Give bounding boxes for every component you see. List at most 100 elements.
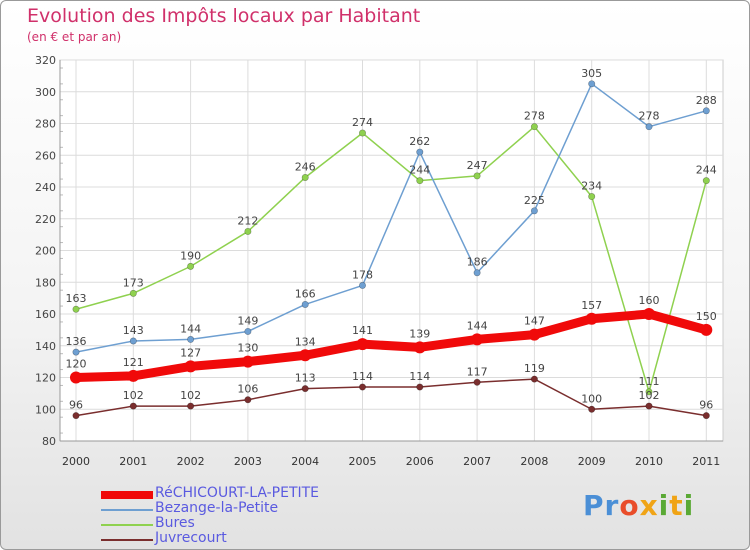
x-tick-label: 2008 (520, 455, 548, 468)
y-tick-label: 280 (35, 118, 56, 131)
data-label-bures: 163 (66, 292, 87, 305)
data-point-juvrecourt (416, 383, 424, 391)
legend-swatch-bezange (101, 509, 153, 511)
data-point-bures (187, 262, 195, 270)
data-label-bures: 244 (696, 164, 717, 177)
data-label-bezange-la-petite: 178 (352, 268, 373, 281)
data-label-bezange-la-petite: 225 (524, 194, 545, 207)
data-point-bezange-la-petite (645, 123, 653, 131)
data-label-bezange-la-petite: 144 (180, 322, 201, 335)
data-point-r-chicourt-la-petite (528, 328, 541, 341)
data-label-r-chicourt-la-petite: 139 (409, 327, 430, 340)
x-tick-label: 2011 (692, 455, 720, 468)
data-point-juvrecourt (187, 402, 195, 410)
legend-label-bezange: Bezange-la-Petite (155, 500, 279, 516)
x-tick-label: 2009 (578, 455, 606, 468)
data-label-layer: 163 173 190 212 246 274 244 247 278 234 111 244 136 1… (66, 67, 717, 412)
data-point-juvrecourt (72, 412, 80, 420)
series-line-r-chicourt-la-petite (71, 309, 711, 382)
data-point-bures (645, 388, 653, 396)
data-point-bures (702, 177, 710, 185)
data-point-juvrecourt (129, 402, 137, 410)
series-layer (70, 80, 713, 420)
data-point-bezange-la-petite (301, 300, 309, 308)
data-point-bures (244, 227, 252, 235)
data-label-bures: 246 (295, 160, 316, 173)
data-point-bezange-la-petite (72, 348, 80, 356)
data-label-juvrecourt: 102 (639, 389, 660, 402)
data-point-r-chicourt-la-petite (299, 349, 312, 362)
y-tick-label: 120 (35, 372, 56, 385)
logo-letter: i (683, 489, 695, 522)
data-point-r-chicourt-la-petite (643, 308, 655, 320)
x-tick-label: 2001 (119, 455, 147, 468)
data-point-juvrecourt (530, 375, 538, 383)
data-point-bures (416, 177, 424, 185)
data-label-bures: 278 (524, 110, 545, 123)
data-label-bezange-la-petite: 262 (409, 135, 430, 148)
grid-layer (59, 59, 724, 442)
x-tick-label: 2005 (349, 455, 377, 468)
data-point-bezange-la-petite (473, 269, 481, 277)
data-label-juvrecourt: 114 (352, 370, 373, 383)
data-point-juvrecourt (702, 412, 710, 420)
series-line-juvrecourt (75, 378, 708, 417)
data-point-juvrecourt (244, 396, 252, 404)
legend-swatch-rechicourt (101, 491, 153, 499)
data-label-bezange-la-petite: 186 (467, 256, 488, 269)
data-label-bezange-la-petite: 136 (66, 335, 87, 348)
x-tick-label: 2007 (463, 455, 491, 468)
data-label-bures: 247 (467, 159, 488, 172)
y-tick-label: 300 (35, 86, 56, 99)
data-point-r-chicourt-la-petite (356, 338, 369, 351)
data-point-juvrecourt (301, 385, 309, 393)
data-label-r-chicourt-la-petite: 160 (639, 294, 660, 307)
data-label-r-chicourt-la-petite: 120 (66, 358, 87, 371)
axis-layer: 80 100 120 140 160 180 200 220 240 260 280 300 320 20… (35, 54, 723, 468)
logo-letter: i (658, 489, 670, 522)
data-label-bures: 173 (123, 276, 144, 289)
data-label-juvrecourt: 119 (524, 362, 545, 375)
data-point-juvrecourt (358, 383, 366, 391)
y-tick-label: 100 (35, 403, 56, 416)
data-point-juvrecourt (473, 378, 481, 386)
data-label-juvrecourt: 113 (295, 372, 316, 385)
data-label-bezange-la-petite: 149 (237, 314, 258, 327)
data-label-juvrecourt: 114 (409, 370, 430, 383)
data-label-r-chicourt-la-petite: 157 (581, 299, 602, 312)
y-tick-label: 80 (42, 435, 56, 448)
legend-label-bures: Bures (155, 515, 195, 531)
data-label-juvrecourt: 102 (123, 389, 144, 402)
y-tick-label: 200 (35, 245, 56, 258)
data-point-r-chicourt-la-petite (70, 371, 82, 384)
y-tick-label: 160 (35, 308, 56, 321)
data-point-r-chicourt-la-petite (700, 323, 713, 336)
data-label-r-chicourt-la-petite: 150 (696, 310, 717, 323)
y-tick-label: 240 (35, 181, 56, 194)
data-point-bures (358, 129, 366, 137)
y-tick-label: 260 (35, 149, 56, 162)
y-tick-label: 180 (35, 276, 56, 289)
data-label-bures: 111 (639, 375, 660, 388)
legend-swatch-juvrecourt (101, 539, 153, 541)
y-tick-label: 320 (35, 54, 56, 67)
data-point-bezange-la-petite (702, 107, 710, 115)
data-label-bezange-la-petite: 143 (123, 324, 144, 337)
logo-letter: t (669, 489, 684, 522)
x-tick-label: 2002 (177, 455, 205, 468)
data-label-bezange-la-petite: 288 (696, 94, 717, 107)
data-point-juvrecourt (588, 405, 596, 413)
data-point-bezange-la-petite (358, 281, 366, 289)
logo-letter: x (639, 489, 659, 522)
data-point-bezange-la-petite (129, 337, 137, 345)
chart-title: Evolution des Impôts locaux par Habitant (27, 5, 421, 27)
data-label-r-chicourt-la-petite: 144 (467, 319, 488, 332)
data-label-r-chicourt-la-petite: 121 (123, 356, 144, 369)
data-label-r-chicourt-la-petite: 127 (180, 346, 201, 359)
data-label-bures: 234 (581, 180, 602, 193)
data-point-r-chicourt-la-petite (413, 341, 426, 354)
data-point-bezange-la-petite (187, 335, 195, 343)
data-point-bures (530, 123, 538, 131)
y-tick-label: 140 (35, 340, 56, 353)
